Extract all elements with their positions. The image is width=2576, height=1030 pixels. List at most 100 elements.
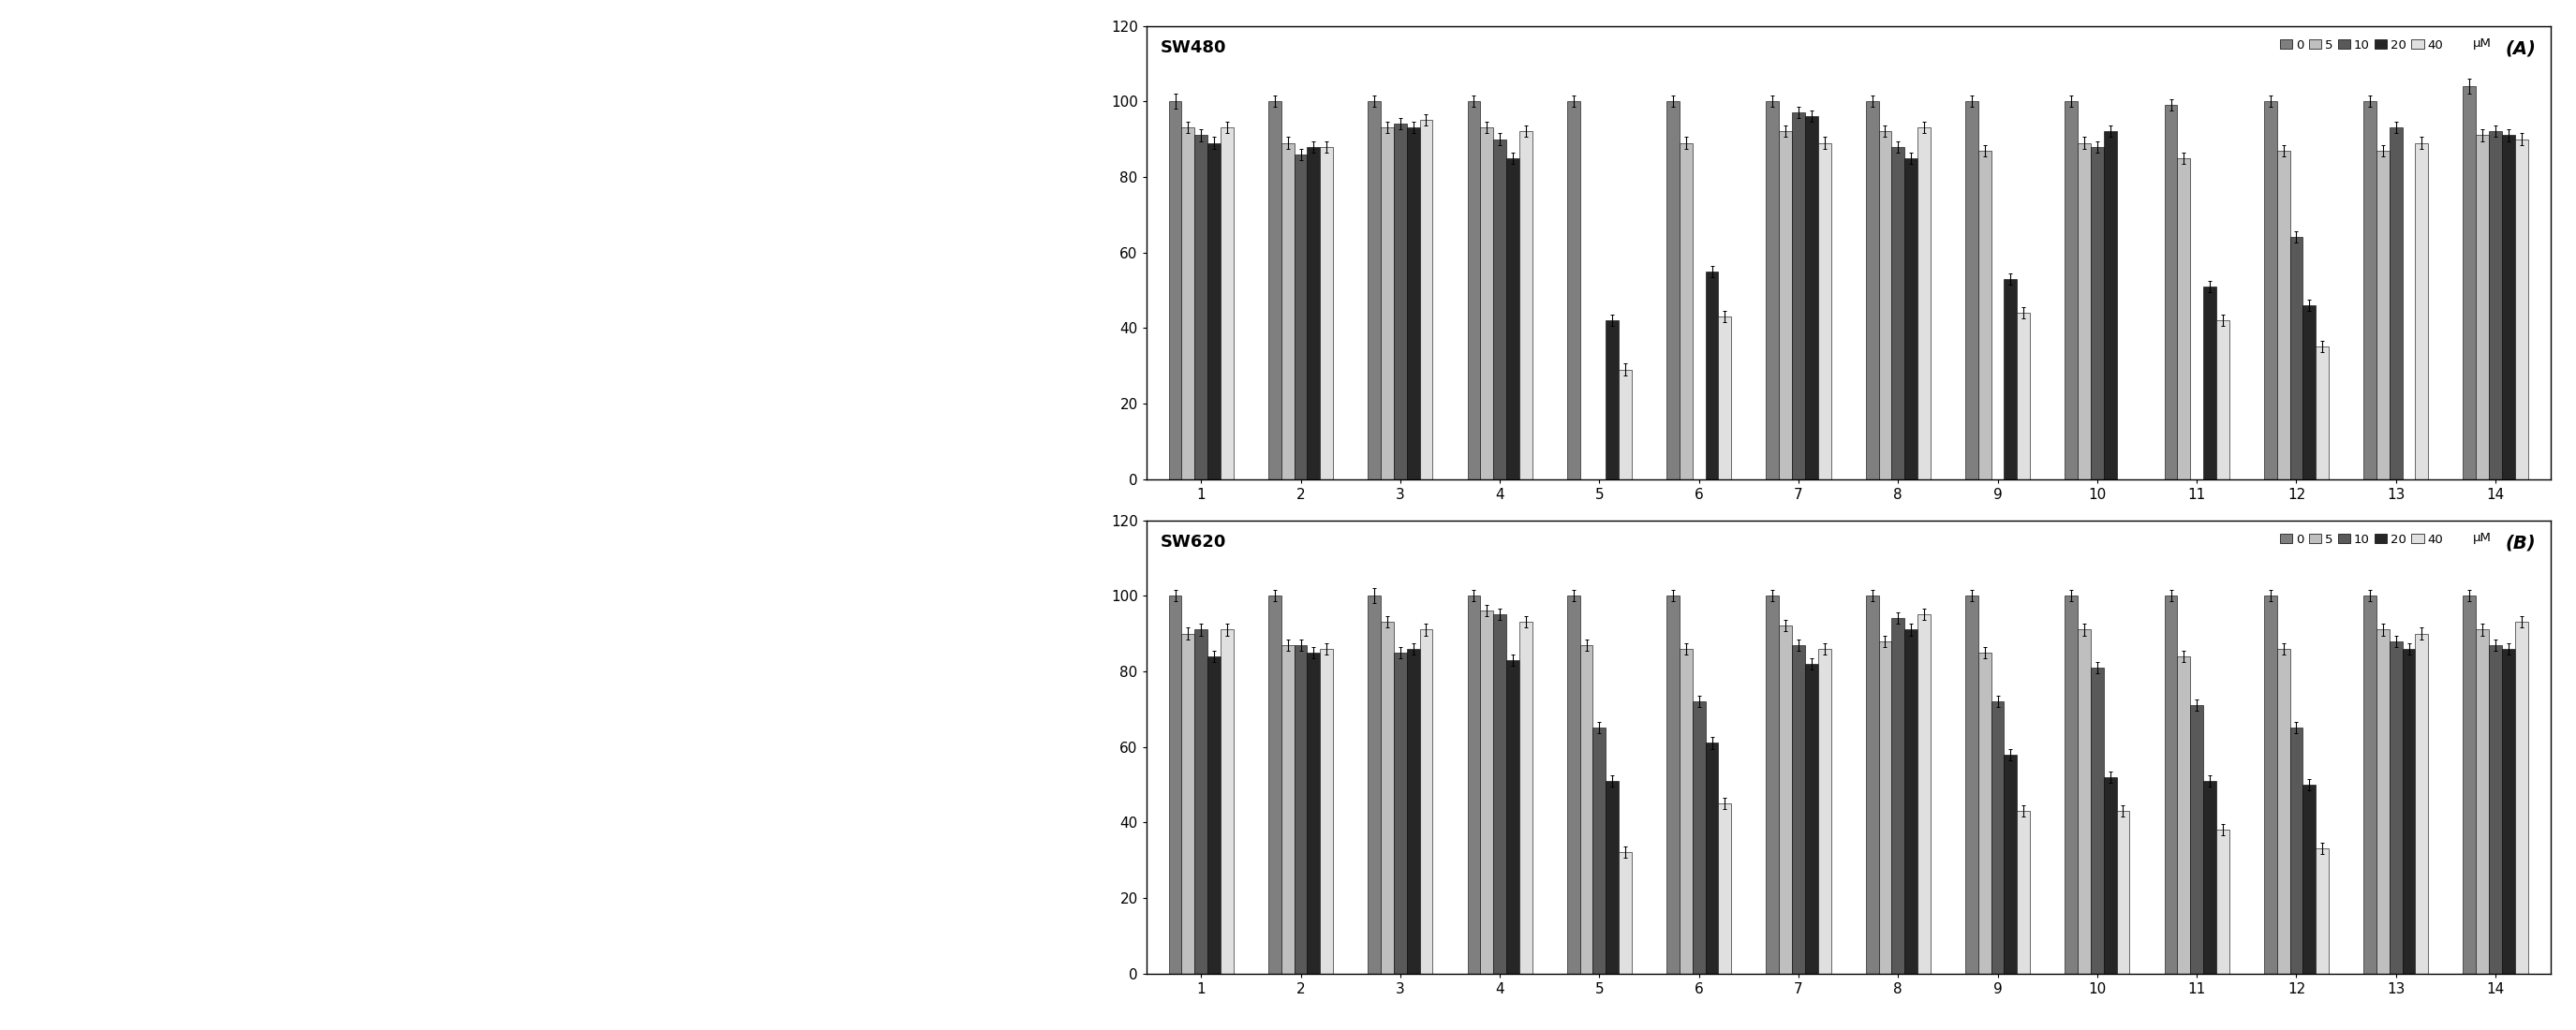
Bar: [1566, 595, 1579, 973]
Bar: [1917, 128, 1929, 479]
Bar: [1965, 101, 1978, 479]
Bar: [2177, 158, 2190, 479]
Bar: [1917, 615, 1929, 973]
Bar: [1170, 101, 1182, 479]
Bar: [1618, 370, 1631, 479]
Bar: [2391, 128, 2403, 479]
Bar: [1520, 132, 1533, 479]
Bar: [1904, 629, 1917, 973]
Bar: [1267, 101, 1280, 479]
Bar: [2463, 595, 2476, 973]
Bar: [2277, 150, 2290, 479]
Bar: [1406, 649, 1419, 973]
Bar: [1221, 128, 1234, 479]
Bar: [2303, 785, 2316, 973]
Text: (A): (A): [2506, 39, 2537, 57]
Bar: [1394, 652, 1406, 973]
Bar: [1221, 629, 1234, 973]
Bar: [1280, 143, 1293, 479]
Bar: [2264, 595, 2277, 973]
Bar: [1819, 649, 1832, 973]
Bar: [1481, 611, 1494, 973]
Text: SW620: SW620: [1159, 534, 1226, 551]
Bar: [2105, 132, 2117, 479]
Bar: [1667, 595, 1680, 973]
Bar: [2303, 305, 2316, 479]
Bar: [2416, 143, 2429, 479]
Bar: [1865, 101, 1878, 479]
Bar: [1878, 132, 1891, 479]
Bar: [1605, 781, 1618, 973]
Bar: [2190, 706, 2202, 973]
Bar: [2378, 629, 2391, 973]
Bar: [1566, 101, 1579, 479]
Bar: [2215, 830, 2228, 973]
Bar: [1195, 135, 1208, 479]
Bar: [1419, 121, 1432, 479]
Bar: [2391, 641, 2403, 973]
Bar: [2202, 781, 2215, 973]
Bar: [1718, 316, 1731, 479]
Bar: [2164, 595, 2177, 973]
Bar: [2378, 150, 2391, 479]
Bar: [1806, 116, 1819, 479]
Text: SW480: SW480: [1159, 39, 1226, 57]
Bar: [2476, 629, 2488, 973]
Bar: [2066, 595, 2079, 973]
Bar: [1705, 743, 1718, 973]
Bar: [1891, 618, 1904, 973]
Bar: [1494, 615, 1507, 973]
Bar: [2277, 649, 2290, 973]
Text: (B): (B): [2506, 534, 2537, 551]
Bar: [1267, 595, 1280, 973]
Bar: [2514, 622, 2527, 973]
Bar: [2066, 101, 2079, 479]
Bar: [1394, 124, 1406, 479]
Bar: [1579, 645, 1592, 973]
Legend: 0, 5, 10, 20, 40: 0, 5, 10, 20, 40: [2277, 36, 2445, 54]
Bar: [1520, 622, 1533, 973]
Bar: [1793, 645, 1806, 973]
Bar: [2177, 656, 2190, 973]
Bar: [2004, 754, 2017, 973]
Bar: [1319, 649, 1332, 973]
Bar: [1170, 595, 1182, 973]
Bar: [2476, 135, 2488, 479]
Bar: [1182, 128, 1195, 479]
Bar: [1965, 595, 1978, 973]
Bar: [2488, 645, 2501, 973]
Bar: [1419, 629, 1432, 973]
Legend: 0, 5, 10, 20, 40: 0, 5, 10, 20, 40: [2277, 530, 2445, 548]
Text: μM: μM: [2473, 37, 2491, 49]
Bar: [2365, 595, 2378, 973]
Bar: [1368, 101, 1381, 479]
Bar: [2017, 811, 2030, 973]
Bar: [2501, 135, 2514, 479]
Bar: [2463, 87, 2476, 479]
Bar: [1605, 320, 1618, 479]
Bar: [2264, 101, 2277, 479]
Bar: [1718, 803, 1731, 973]
Bar: [1878, 641, 1891, 973]
Bar: [2416, 633, 2429, 973]
Bar: [1406, 128, 1419, 479]
Bar: [2092, 146, 2105, 479]
Bar: [2105, 777, 2117, 973]
Bar: [2316, 849, 2329, 973]
Bar: [1182, 633, 1195, 973]
Bar: [2117, 811, 2130, 973]
Bar: [1494, 139, 1507, 479]
Bar: [1481, 128, 1494, 479]
Bar: [2079, 143, 2092, 479]
Bar: [1208, 143, 1221, 479]
Bar: [1680, 143, 1692, 479]
Bar: [1195, 629, 1208, 973]
Bar: [2501, 649, 2514, 973]
Bar: [1208, 656, 1221, 973]
Bar: [1767, 101, 1780, 479]
Bar: [1780, 132, 1793, 479]
Bar: [1293, 645, 1306, 973]
Bar: [2316, 347, 2329, 479]
Bar: [1891, 146, 1904, 479]
Bar: [1293, 154, 1306, 479]
